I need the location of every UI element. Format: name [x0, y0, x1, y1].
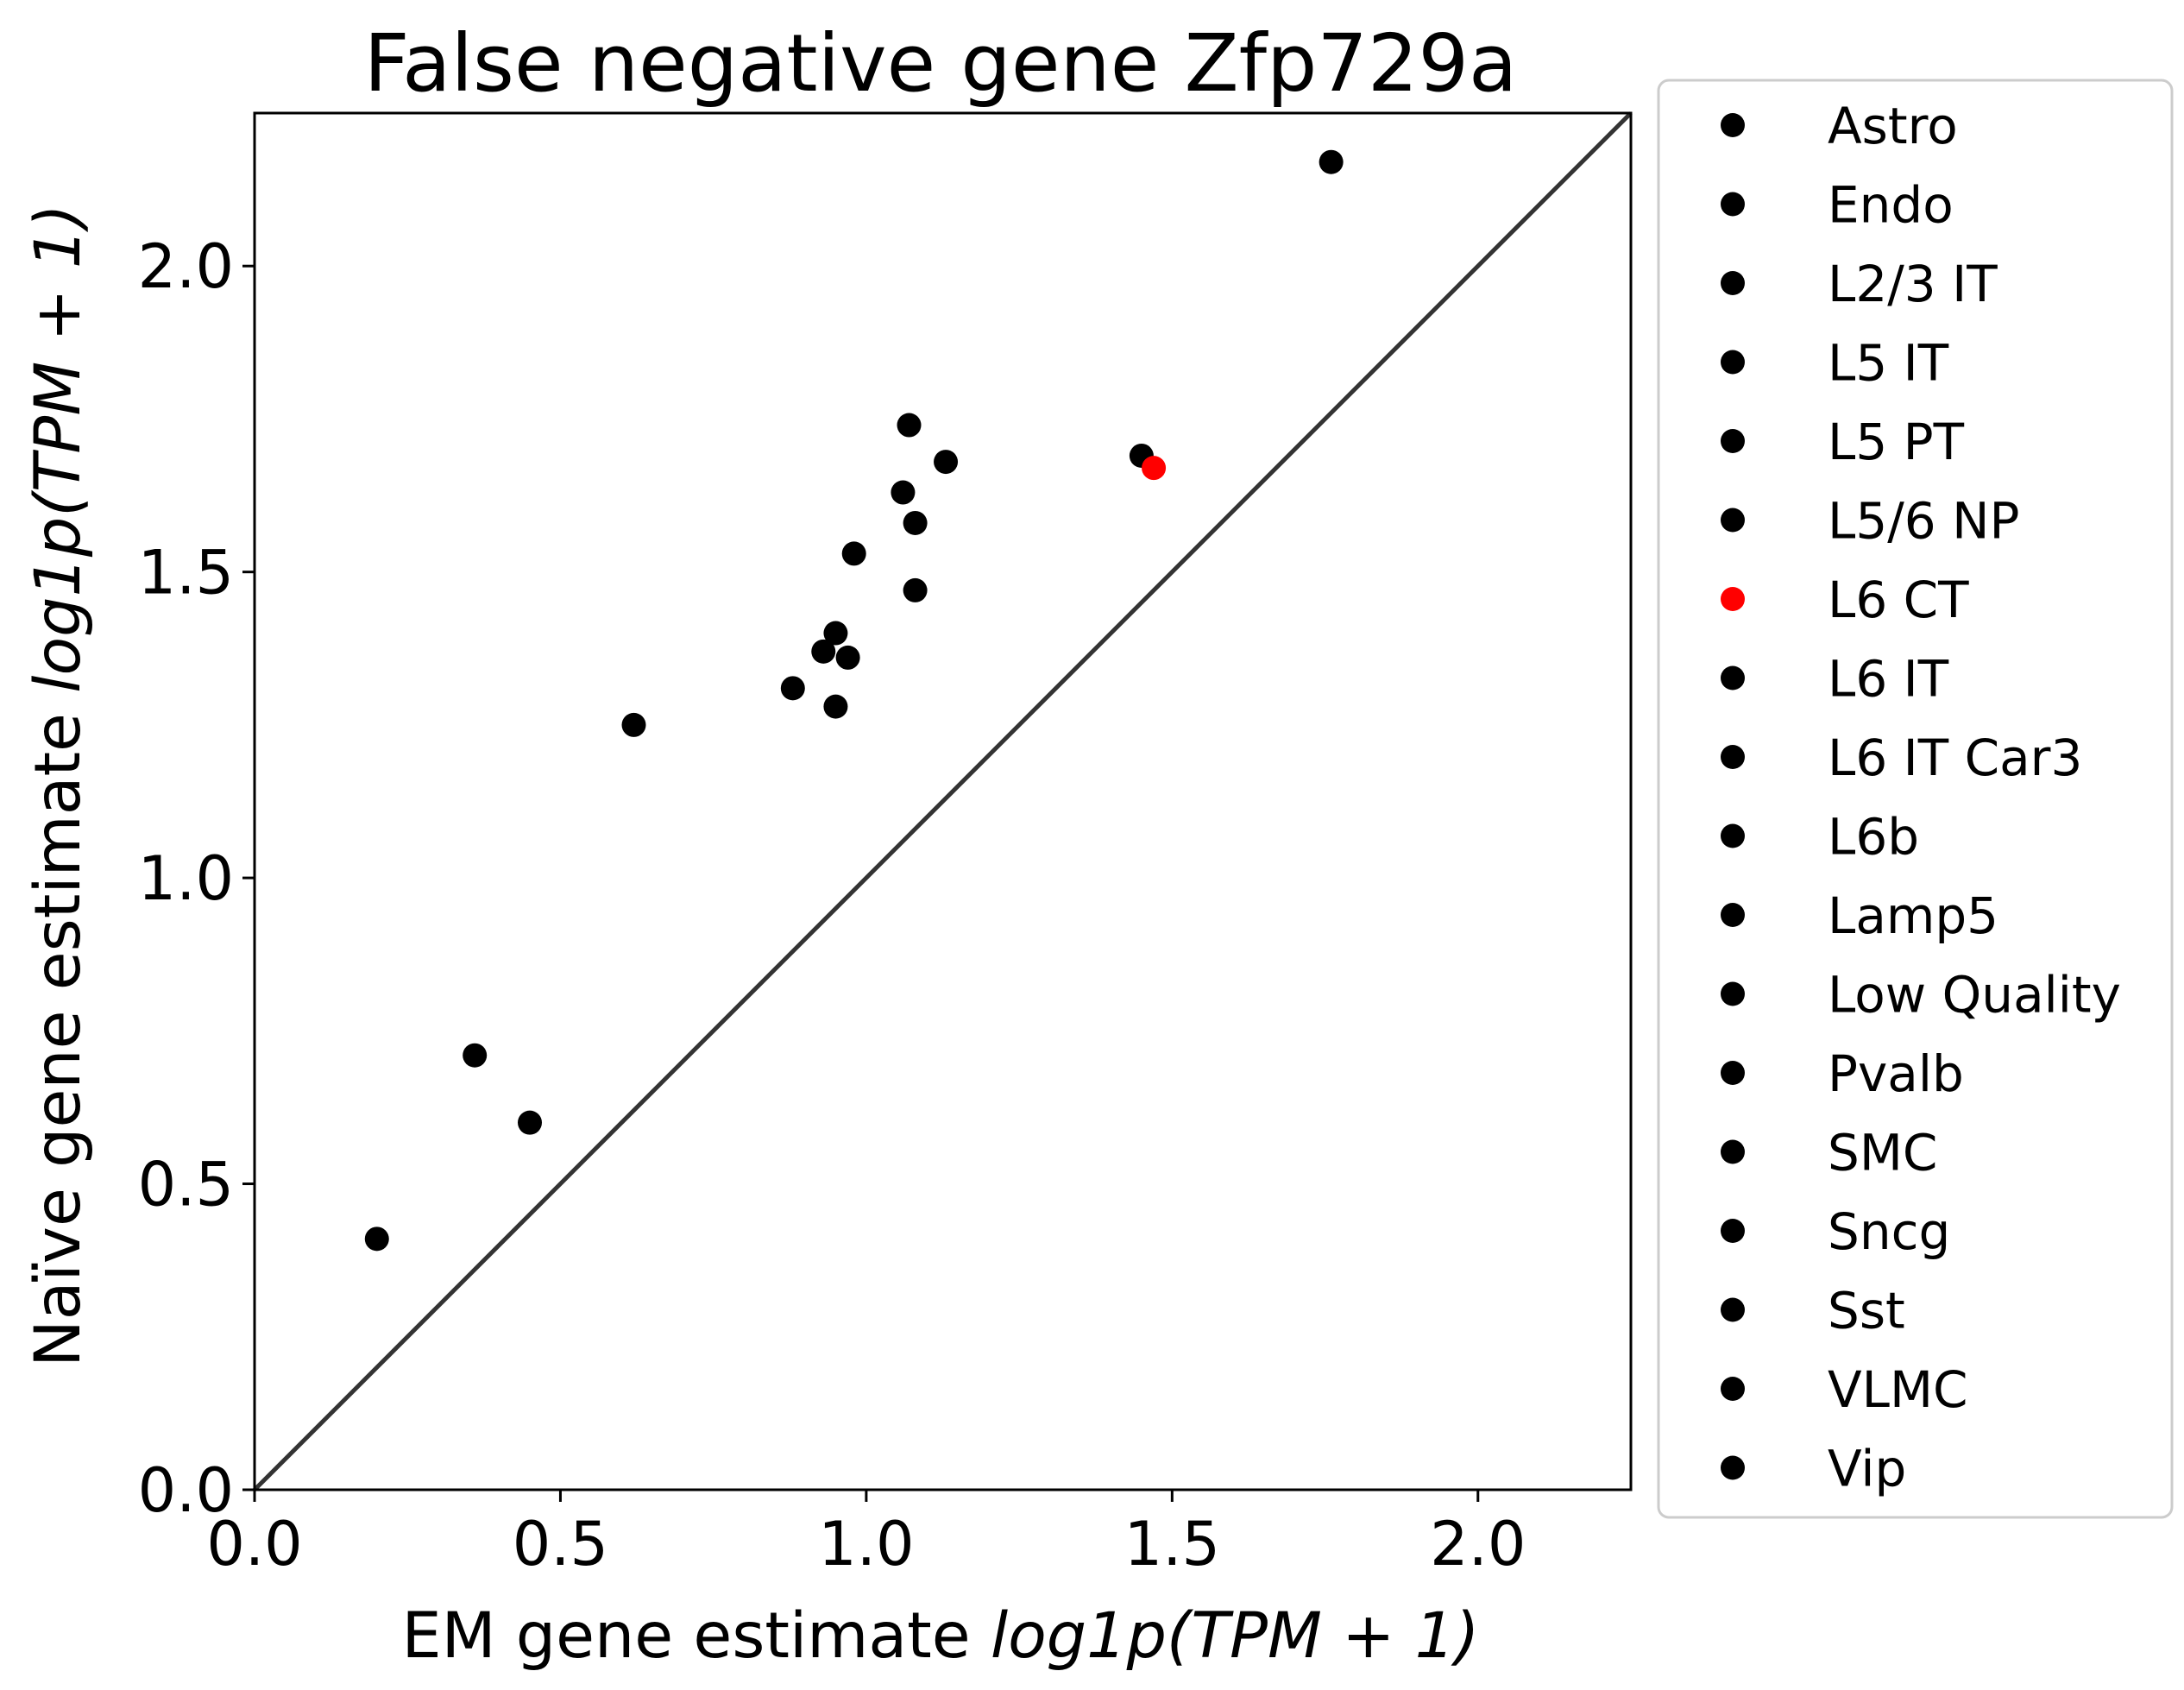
legend-label-pvalb: Pvalb — [1828, 1044, 1964, 1103]
legend: Astro Endo L2/3 IT L5 IT L5 PT L5/6 NP L6 CT L6… — [1657, 79, 2174, 1519]
point-l6-it-car3 — [934, 450, 959, 475]
x-axis-label-text: EM gene estimate — [401, 1599, 990, 1673]
legend-marker-l5-6-np — [1721, 508, 1745, 533]
legend-label-l2-3-it: L2/3 IT — [1828, 255, 1998, 313]
point-sst — [835, 645, 860, 670]
point-l2-3-it — [897, 413, 922, 438]
point-l5-it — [891, 480, 916, 505]
legend-marker-sst — [1721, 1297, 1745, 1322]
y-tick-label: 2.0 — [138, 231, 234, 302]
legend-marker-vlmc — [1721, 1377, 1745, 1401]
legend-label-l6b: L6b — [1828, 808, 1919, 867]
legend-label-vip: Vip — [1828, 1440, 1906, 1498]
legend-marker-l6-ct — [1721, 587, 1745, 611]
legend-label-smc: SMC — [1828, 1124, 1937, 1182]
legend-marker-l6-it — [1721, 665, 1745, 691]
legend-marker-smc — [1721, 1139, 1745, 1164]
legend-marker-l6b — [1721, 823, 1745, 848]
x-axis-label-math: log1p(TPM + 1) — [991, 1599, 1480, 1673]
legend-label-low-quality: Low Quality — [1828, 966, 2121, 1025]
y-axis-label-text: Naïve gene estimate — [22, 693, 95, 1367]
legend-items: Astro Endo L2/3 IT L5 IT L5 PT L5/6 NP L6 CT L6… — [1721, 97, 2121, 1498]
legend-label-lamp5: Lamp5 — [1828, 886, 1998, 945]
point-endo — [463, 1043, 488, 1068]
legend-marker-endo — [1721, 192, 1745, 217]
x-axis-ticks: 0.0 0.5 1.0 1.5 2.0 — [206, 1490, 1526, 1580]
legend-label-vlmc: VLMC — [1828, 1360, 1968, 1419]
legend-label-l5-it: L5 IT — [1828, 334, 1949, 393]
legend-marker-pvalb — [1721, 1061, 1745, 1085]
legend-label-l6-it-car3: L6 IT Car3 — [1828, 728, 2082, 787]
data-points — [364, 149, 1344, 1252]
x-tick-label: 1.5 — [1124, 1509, 1220, 1580]
y-tick-label: 1.0 — [138, 843, 234, 914]
legend-label-astro: Astro — [1828, 97, 1958, 155]
legend-marker-low-quality — [1721, 981, 1745, 1006]
y-tick-label: 0.0 — [138, 1455, 234, 1526]
legend-label-endo: Endo — [1828, 176, 1954, 235]
legend-marker-l5-it — [1721, 350, 1745, 375]
legend-frame — [1657, 79, 2174, 1519]
y-axis-label: Naïve gene estimate log1p(TPM + 1) — [22, 204, 95, 1367]
legend-label-l5-6-np: L5/6 NP — [1828, 492, 2019, 551]
legend-marker-astro — [1721, 113, 1745, 137]
point-pvalb — [811, 639, 836, 664]
x-tick-label: 2.0 — [1430, 1509, 1526, 1580]
point-low-quality — [518, 1110, 542, 1135]
x-tick-label: 0.5 — [513, 1509, 608, 1580]
legend-label-sst: Sst — [1828, 1282, 1905, 1340]
point-l6-ct — [1142, 456, 1167, 481]
point-lamp5 — [823, 621, 848, 646]
plot-area — [253, 111, 1633, 1491]
legend-label-sncg: Sncg — [1828, 1202, 1950, 1261]
legend-marker-l2-3-it — [1721, 271, 1745, 295]
point-l5-6-np — [1319, 149, 1344, 174]
legend-marker-lamp5 — [1721, 903, 1745, 927]
x-tick-label: 0.0 — [206, 1509, 302, 1580]
point-sncg — [780, 676, 805, 701]
chart-title: False negative gene Zfp729a — [364, 17, 1518, 110]
y-axis-ticks: 0.0 0.5 1.0 1.5 2.0 — [138, 231, 255, 1526]
identity-reference-line — [253, 111, 1633, 1491]
legend-label-l5-pt: L5 PT — [1828, 413, 1965, 471]
legend-marker-vip — [1721, 1455, 1745, 1480]
legend-label-l6-it: L6 IT — [1828, 650, 1949, 709]
legend-marker-sncg — [1721, 1219, 1745, 1243]
y-tick-label: 1.5 — [138, 538, 234, 609]
legend-marker-l6-it-car3 — [1721, 745, 1745, 769]
y-tick-label: 0.5 — [138, 1150, 234, 1220]
x-tick-label: 1.0 — [818, 1509, 914, 1580]
x-axis-label: EM gene estimate log1p(TPM + 1) — [401, 1599, 1479, 1673]
point-vip — [903, 577, 928, 602]
point-l6-it — [903, 510, 928, 535]
point-vlmc — [823, 694, 848, 719]
legend-marker-l5-pt — [1721, 429, 1745, 453]
y-axis-label-math: log1p(TPM + 1) — [22, 204, 95, 693]
axes-frame — [253, 111, 1633, 1491]
point-smc — [621, 712, 646, 737]
point-l6b — [841, 541, 866, 566]
point-astro — [364, 1227, 389, 1252]
legend-label-l6-ct: L6 CT — [1828, 571, 1969, 629]
